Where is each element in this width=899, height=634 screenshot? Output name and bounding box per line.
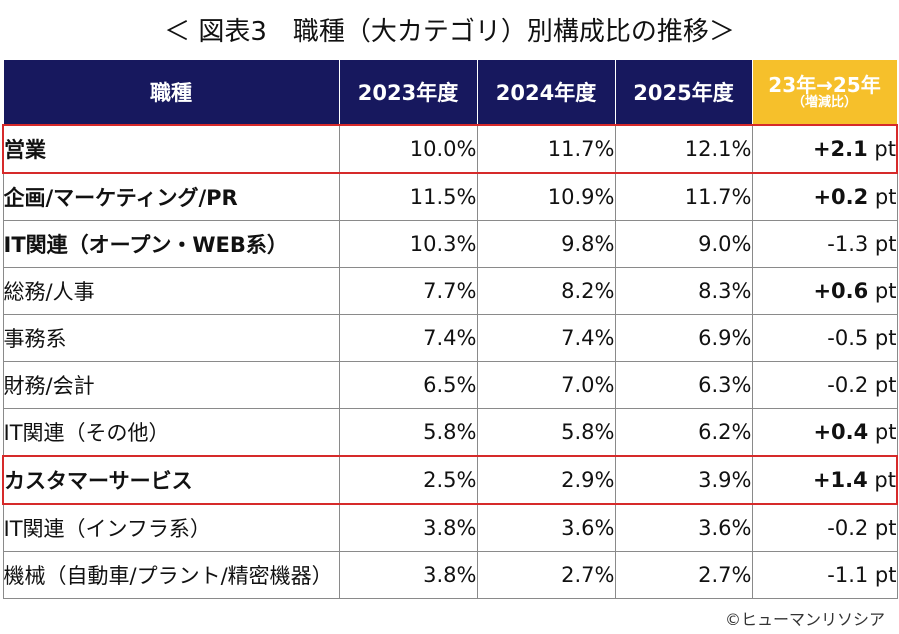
- value-2025-cell: 8.3%: [614, 267, 753, 315]
- change-value: -1.3: [827, 232, 869, 256]
- value-2023-cell: 3.8%: [338, 551, 478, 599]
- value-2023-cell: 10.0%: [338, 124, 478, 174]
- table-body: 営業 10.0% 11.7% 12.1% +2.1 pt 企画/マーケティング/PR 11.…: [2, 124, 898, 599]
- change-unit: pt: [874, 373, 897, 397]
- value-2024-cell: 8.2%: [476, 267, 616, 315]
- job-name-cell: 企画/マーケティング/PR: [2, 172, 340, 221]
- value-2025-cell: 2.7%: [614, 551, 753, 599]
- value-2025-cell: 6.3%: [614, 361, 753, 409]
- change-value: +0.4: [813, 420, 869, 444]
- job-name-cell: IT関連（オープン・WEB系）: [2, 220, 340, 268]
- value-2024-cell: 11.7%: [476, 124, 616, 174]
- value-2024-cell: 7.0%: [476, 361, 616, 409]
- table-row: 営業 10.0% 11.7% 12.1% +2.1 pt: [2, 124, 898, 174]
- composition-table: 職種 2023年度 2024年度 2025年度 23年→25年 （増減比） 営業…: [2, 59, 898, 599]
- change-unit: pt: [874, 279, 897, 303]
- table-row: IT関連（インフラ系） 3.8% 3.6% 3.6% -0.2 pt: [2, 503, 898, 552]
- value-2023-cell: 7.7%: [338, 267, 478, 315]
- value-2024-cell: 2.7%: [476, 551, 616, 599]
- table-row: 総務/人事 7.7% 8.2% 8.3% +0.6 pt: [2, 267, 898, 315]
- change-cell: +0.4 pt: [751, 408, 898, 457]
- change-unit: pt: [874, 185, 897, 209]
- change-value: -1.1: [827, 563, 869, 587]
- change-cell: +0.6 pt: [751, 267, 898, 315]
- value-2025-cell: 6.2%: [614, 408, 753, 457]
- value-2023-cell: 3.8%: [338, 503, 478, 552]
- job-name-cell: 営業: [2, 124, 340, 174]
- header-change: 23年→25年 （増減比）: [751, 59, 898, 126]
- job-name-cell: 財務/会計: [2, 361, 340, 409]
- value-2023-cell: 6.5%: [338, 361, 478, 409]
- change-unit: pt: [874, 468, 896, 492]
- change-cell: +0.2 pt: [751, 172, 898, 221]
- value-2025-cell: 12.1%: [614, 124, 753, 174]
- value-2025-cell: 3.6%: [614, 503, 753, 552]
- job-name-cell: 機械（自動車/プラント/精密機器）: [2, 551, 340, 599]
- table-row: 機械（自動車/プラント/精密機器） 3.8% 2.7% 2.7% -1.1 pt: [2, 551, 898, 599]
- value-2024-cell: 9.8%: [476, 220, 616, 268]
- table-row: 企画/マーケティング/PR 11.5% 10.9% 11.7% +0.2 pt: [2, 172, 898, 221]
- change-value: +0.6: [813, 279, 869, 303]
- change-unit: pt: [874, 137, 896, 161]
- change-cell: -0.2 pt: [751, 361, 898, 409]
- header-change-label: 23年→25年: [768, 72, 881, 97]
- table-row: IT関連（その他） 5.8% 5.8% 6.2% +0.4 pt: [2, 408, 898, 457]
- change-value: -0.2: [827, 516, 869, 540]
- change-cell: +1.4 pt: [751, 455, 898, 505]
- value-2024-cell: 2.9%: [476, 455, 616, 505]
- table-row: カスタマーサービス 2.5% 2.9% 3.9% +1.4 pt: [2, 455, 898, 505]
- value-2025-cell: 9.0%: [614, 220, 753, 268]
- header-2023: 2023年度: [338, 59, 478, 126]
- value-2024-cell: 3.6%: [476, 503, 616, 552]
- job-name-cell: IT関連（その他）: [2, 408, 340, 457]
- value-2025-cell: 3.9%: [614, 455, 753, 505]
- value-2025-cell: 11.7%: [614, 172, 753, 221]
- job-name-cell: 事務系: [2, 314, 340, 362]
- value-2023-cell: 11.5%: [338, 172, 478, 221]
- header-2024: 2024年度: [476, 59, 616, 126]
- job-name-cell: カスタマーサービス: [2, 455, 340, 505]
- change-unit: pt: [874, 326, 897, 350]
- change-unit: pt: [874, 516, 897, 540]
- change-value: +1.4: [812, 468, 868, 492]
- change-value: -0.2: [827, 373, 869, 397]
- change-value: +0.2: [813, 185, 869, 209]
- change-cell: -1.3 pt: [751, 220, 898, 268]
- change-value: +2.1: [812, 137, 868, 161]
- change-cell: -0.5 pt: [751, 314, 898, 362]
- table-row: 事務系 7.4% 7.4% 6.9% -0.5 pt: [2, 314, 898, 362]
- table-row: IT関連（オープン・WEB系） 10.3% 9.8% 9.0% -1.3 pt: [2, 220, 898, 268]
- header-job: 職種: [2, 59, 340, 126]
- header-2025: 2025年度: [614, 59, 753, 126]
- value-2023-cell: 10.3%: [338, 220, 478, 268]
- job-name-cell: 総務/人事: [2, 267, 340, 315]
- change-unit: pt: [874, 420, 897, 444]
- table-row: 財務/会計 6.5% 7.0% 6.3% -0.2 pt: [2, 361, 898, 409]
- change-cell: -0.2 pt: [751, 503, 898, 552]
- value-2023-cell: 2.5%: [338, 455, 478, 505]
- header-change-sublabel: （増減比）: [791, 94, 857, 110]
- change-cell: -1.1 pt: [751, 551, 898, 599]
- header-row: 職種 2023年度 2024年度 2025年度 23年→25年 （増減比）: [2, 59, 898, 126]
- value-2024-cell: 7.4%: [476, 314, 616, 362]
- change-value: -0.5: [827, 326, 869, 350]
- change-unit: pt: [874, 232, 897, 256]
- value-2024-cell: 10.9%: [476, 172, 616, 221]
- change-cell: +2.1 pt: [751, 124, 898, 174]
- change-unit: pt: [874, 563, 897, 587]
- copyright-text: ©ヒューマンリソシア: [724, 610, 885, 629]
- value-2023-cell: 5.8%: [338, 408, 478, 457]
- chart-title: ＜ 図表3 職種（大カテゴリ）別構成比の推移＞: [164, 17, 735, 47]
- value-2023-cell: 7.4%: [338, 314, 478, 362]
- value-2024-cell: 5.8%: [476, 408, 616, 457]
- value-2025-cell: 6.9%: [614, 314, 753, 362]
- job-name-cell: IT関連（インフラ系）: [2, 503, 340, 552]
